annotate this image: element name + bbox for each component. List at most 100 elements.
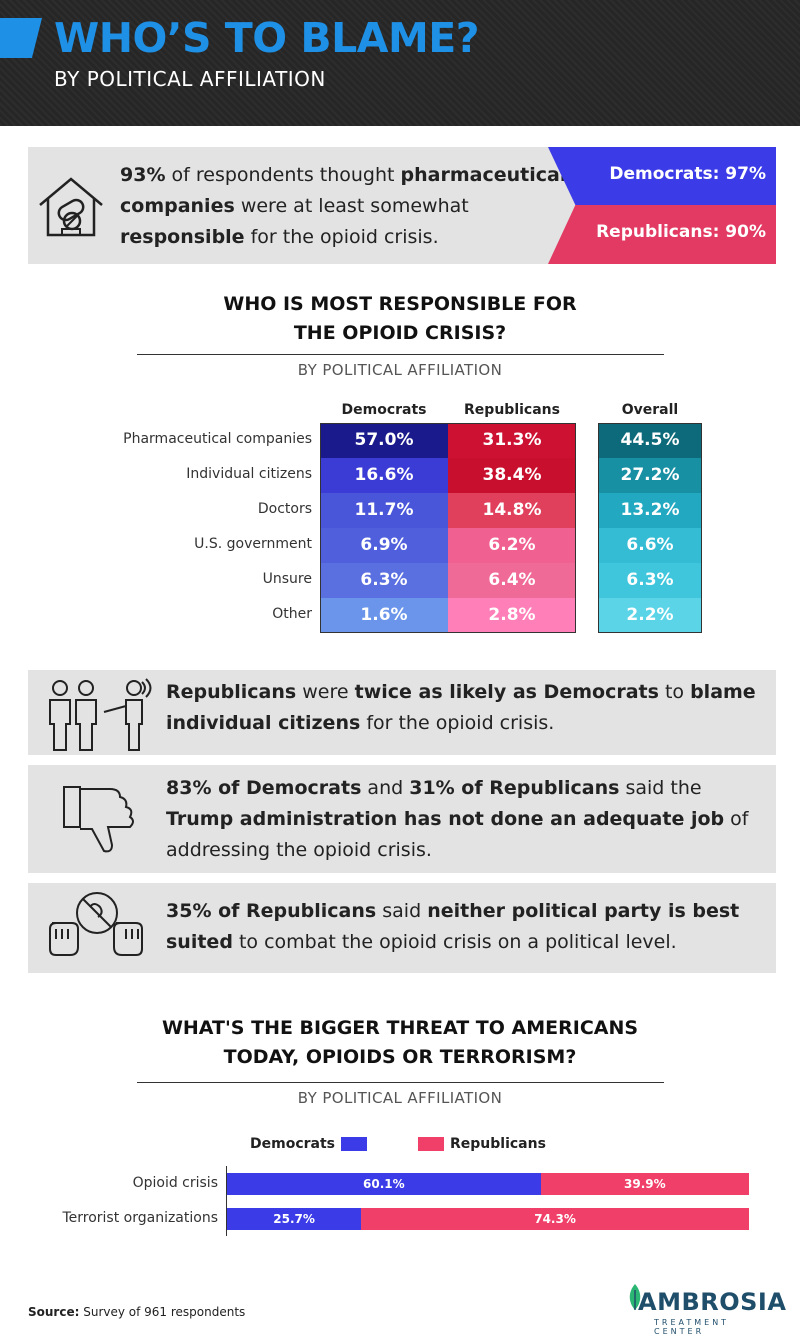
fact3-part-3: to combat the opioid crisis on a politic… [232, 931, 677, 953]
stat-bold-2: responsible [120, 226, 245, 248]
row-label: Pharmaceutical companies [123, 431, 312, 447]
responsibility-title: WHO IS MOST RESPONSIBLE FOR THE OPIOID C… [0, 290, 800, 348]
leaf-icon [629, 1284, 641, 1310]
party-columns-frame [320, 423, 576, 633]
threat-divider [137, 1082, 664, 1083]
fact1-part-4: blame individual citizens [166, 681, 756, 734]
fact2-part-2: 31% of Republicans [409, 777, 620, 799]
bar-segment-republicans: 39.9% [540, 1173, 749, 1195]
column-header-republicans: Republicans [464, 402, 560, 418]
house-pills-icon [39, 177, 103, 237]
threat-title-line1: WHAT'S THE BIGGER THREAT TO AMERICANS [161, 1017, 639, 1039]
row-label: Individual citizens [186, 466, 312, 482]
table-cell-republicans: 2.8% [448, 598, 576, 633]
threat-title: WHAT'S THE BIGGER THREAT TO AMERICANS TO… [0, 1014, 800, 1072]
row-label: Other [272, 606, 312, 622]
stat-text-2: were at least somewhat [234, 195, 469, 217]
fact-box-neither-party: 35% of Republicans said neither politica… [28, 883, 776, 973]
republicans-badge: Republicans: 90% [548, 205, 776, 264]
threat-subtitle: BY POLITICAL AFFILIATION [297, 1089, 503, 1107]
bar-category-label: Opioid crisis [132, 1175, 218, 1191]
table-cell-democrats: 57.0% [320, 423, 448, 458]
source-note: Source: Survey of 961 respondents [28, 1305, 245, 1319]
stat-text-1: of respondents thought [165, 164, 401, 186]
ambrosia-logo: AMBROSIA TREATMENT CENTER [620, 1282, 786, 1336]
legend-democrats: Democrats [250, 1136, 367, 1152]
header-accent-shape [0, 18, 42, 58]
fact2-part-5: of addressing the opioid crisis. [166, 808, 749, 861]
fact1-part-3: to [658, 681, 691, 703]
legend-swatch [418, 1137, 444, 1151]
fact3-part-0: 35% of Republicans [166, 900, 377, 922]
fact-text-neither-party: 35% of Republicans said neither politica… [166, 896, 766, 958]
bar-segment-republicans: 74.3% [361, 1208, 749, 1230]
threat-title-line2: TODAY, OPIOIDS OR TERRORISM? [223, 1046, 577, 1068]
table-cell-overall: 6.6% [598, 528, 702, 563]
column-header-democrats: Democrats [341, 402, 427, 418]
table-cell-overall: 13.2% [598, 493, 702, 528]
fact2-part-1: and [361, 777, 410, 799]
table-cell-republicans: 14.8% [448, 493, 576, 528]
responsibility-divider [137, 354, 664, 355]
table-cell-republicans: 6.2% [448, 528, 576, 563]
stat-pct: 93% [120, 164, 166, 186]
fact-box-individual-citizens: Republicans were twice as likely as Demo… [28, 670, 776, 755]
fact3-part-2: neither political party is best suited [166, 900, 740, 953]
pharma-stat-text: 93% of respondents thought pharmaceutica… [120, 160, 580, 253]
fact2-part-4: Trump administration has not done an ade… [166, 808, 725, 830]
row-label: U.S. government [194, 536, 312, 552]
fact-box-trump-administration: 83% of Democrats and 31% of Republicans … [28, 765, 776, 873]
fact1-part-1: were [296, 681, 355, 703]
thumbs-down-icon [63, 786, 134, 853]
legend-swatch [341, 1137, 367, 1151]
table-cell-democrats: 6.3% [320, 563, 448, 598]
stat-text-3: for the opioid crisis. [244, 226, 439, 248]
fact2-part-3: said the [619, 777, 702, 799]
header-banner: WHO’S TO BLAME? BY POLITICAL AFFILIATION [0, 0, 800, 126]
source-label: Source: [28, 1305, 80, 1319]
bar-segment-democrats: 60.1% [227, 1173, 541, 1195]
overall-column-frame [598, 423, 702, 633]
democrats-badge-label: Democrats: 97% [609, 164, 766, 184]
stat-bold-1: pharmaceutical companies [120, 164, 567, 217]
bar-segment-democrats: 25.7% [227, 1208, 362, 1230]
no-politics-fists-icon [49, 892, 143, 956]
responsibility-subtitle: BY POLITICAL AFFILIATION [297, 361, 503, 379]
table-cell-democrats: 1.6% [320, 598, 448, 633]
fact1-part-2: twice as likely as Democrats [354, 681, 659, 703]
table-cell-overall: 27.2% [598, 458, 702, 493]
legend-label: Democrats [250, 1136, 335, 1152]
legend-republicans: Republicans [418, 1136, 546, 1152]
table-cell-republicans: 31.3% [448, 423, 576, 458]
source-text: Survey of 961 respondents [79, 1305, 246, 1319]
fact-text-individual-citizens: Republicans were twice as likely as Demo… [166, 677, 766, 739]
table-cell-overall: 44.5% [598, 423, 702, 458]
responsibility-title-line1: WHO IS MOST RESPONSIBLE FOR [223, 293, 577, 315]
table-cell-democrats: 16.6% [320, 458, 448, 493]
fact-text-trump-administration: 83% of Democrats and 31% of Republicans … [166, 773, 766, 866]
responsibility-title-line2: THE OPIOID CRISIS? [293, 322, 507, 344]
legend-label: Republicans [450, 1136, 546, 1152]
table-cell-overall: 2.2% [598, 598, 702, 633]
logo-wordmark: AMBROSIA [638, 1288, 787, 1316]
democrats-badge: Democrats: 97% [548, 147, 776, 205]
table-cell-democrats: 11.7% [320, 493, 448, 528]
page-title: WHO’S TO BLAME? [54, 14, 480, 62]
row-label: Unsure [262, 571, 312, 587]
table-cell-democrats: 6.9% [320, 528, 448, 563]
category-axis [226, 1166, 227, 1236]
fact1-part-0: Republicans [166, 681, 297, 703]
table-cell-republicans: 6.4% [448, 563, 576, 598]
logo-tagline: TREATMENT CENTER [654, 1318, 730, 1336]
people-pointing-icon [49, 678, 152, 751]
fact3-part-1: said [376, 900, 428, 922]
column-header-overall: Overall [621, 402, 679, 418]
republicans-badge-label: Republicans: 90% [596, 222, 766, 242]
page-subtitle: BY POLITICAL AFFILIATION [54, 67, 326, 91]
fact2-part-0: 83% of Democrats [166, 777, 362, 799]
bar-category-label: Terrorist organizations [62, 1210, 218, 1226]
row-label: Doctors [257, 501, 312, 517]
fact1-part-5: for the opioid crisis. [360, 712, 555, 734]
table-cell-overall: 6.3% [598, 563, 702, 598]
